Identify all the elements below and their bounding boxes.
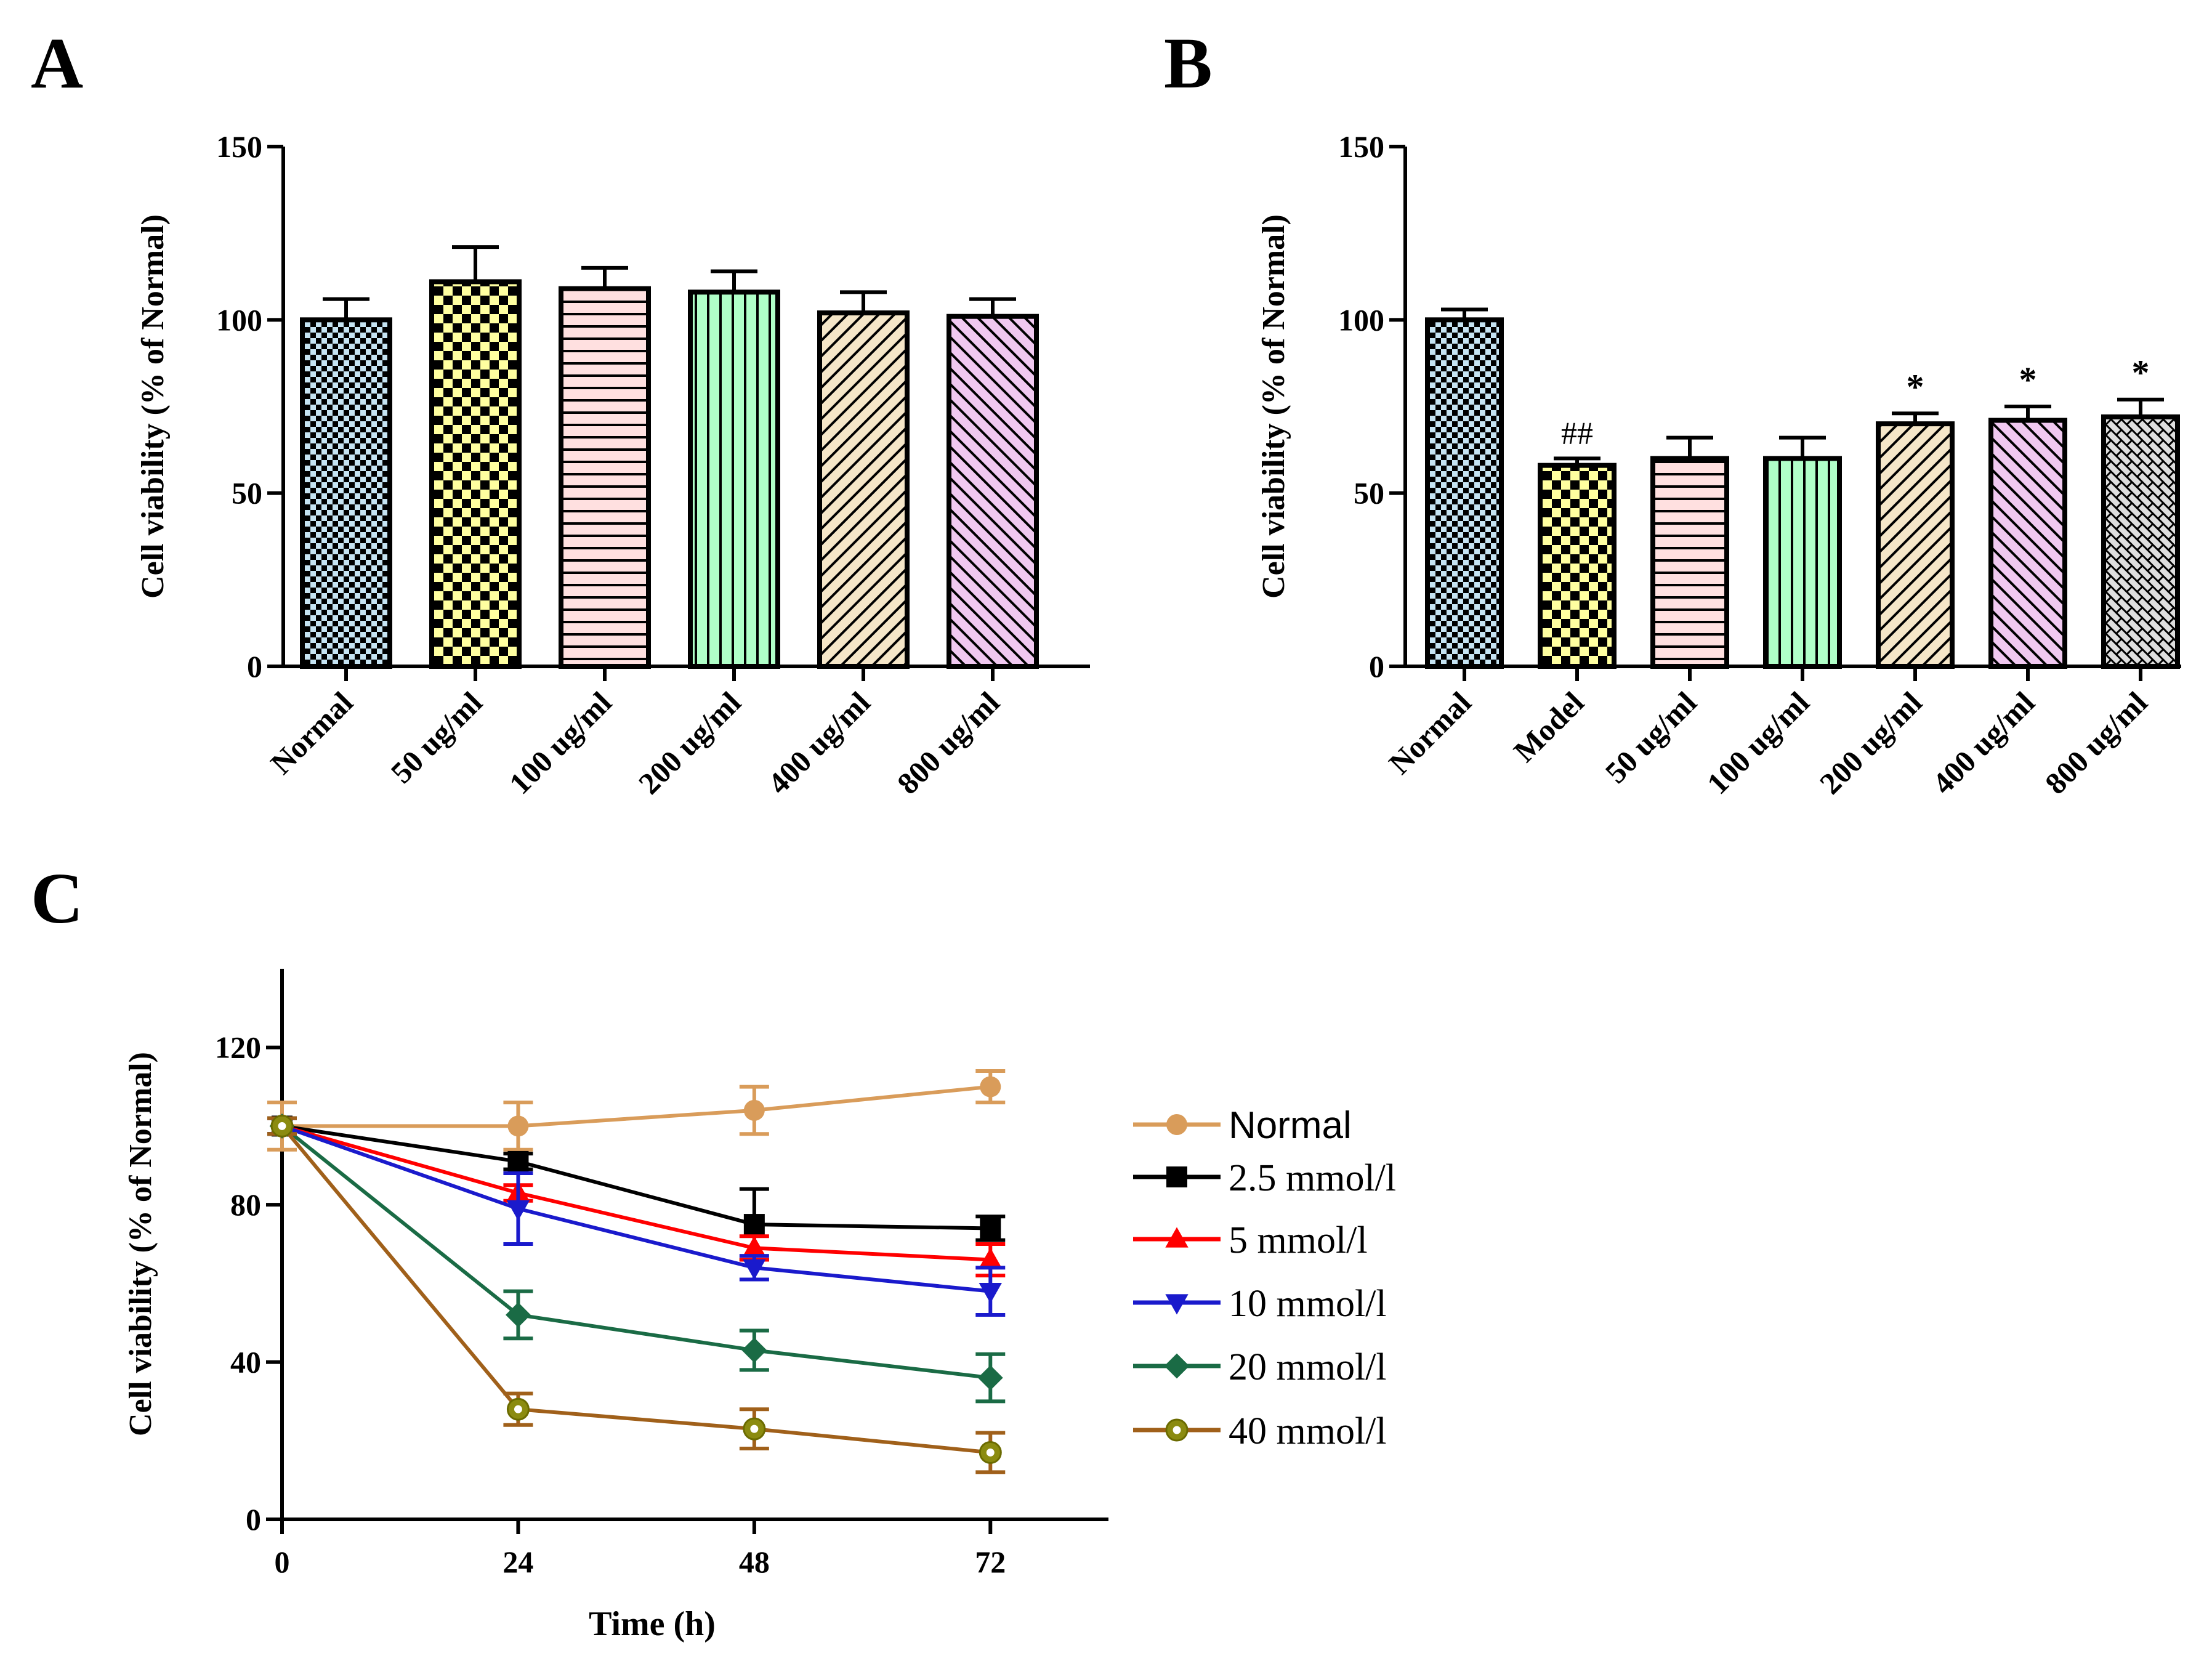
x-tick-label: 0	[275, 1545, 290, 1579]
bar	[1763, 456, 1842, 669]
data-point	[979, 1283, 1002, 1304]
series-line	[281, 1125, 991, 1380]
data-point	[1165, 1294, 1189, 1315]
y-tick-label: 150	[1338, 129, 1384, 164]
category-label: 400 ug/ml	[761, 685, 877, 801]
y-tick-label: 0	[246, 1502, 261, 1537]
legend: Normal 2.5 mmol/l 5 mmol/l 10 mmol/l 20 mmol…	[1133, 1104, 1396, 1452]
bar	[559, 286, 651, 669]
series-line	[281, 1124, 991, 1293]
bar	[300, 317, 392, 669]
y-tick-label: 150	[216, 129, 262, 164]
category-label: 800 ug/ml	[2038, 685, 2154, 801]
data-point	[1166, 1114, 1187, 1135]
significance-mark: *	[1907, 366, 1924, 406]
legend-label: 10 mmol/l	[1229, 1283, 1387, 1325]
data-point	[507, 1150, 529, 1172]
y-tick-label: 100	[216, 302, 262, 337]
category-label: 400 ug/ml	[1926, 685, 2041, 801]
category-label: 50 ug/ml	[384, 685, 489, 790]
data-point-center	[750, 1425, 759, 1433]
x-tick-label: 72	[975, 1545, 1006, 1579]
bar	[1876, 421, 1955, 669]
data-point-center	[278, 1122, 286, 1130]
category-label: 200 ug/ml	[632, 685, 748, 801]
y-tick-label: 100	[1338, 302, 1384, 337]
data-point	[1165, 1227, 1189, 1248]
data-point	[743, 1235, 766, 1256]
category-label: 100 ug/ml	[503, 685, 618, 801]
y-tick-label: 50	[1354, 476, 1384, 511]
data-point	[506, 1302, 531, 1328]
data-point-center	[986, 1448, 995, 1457]
bar	[2101, 414, 2180, 669]
category-label: 50 ug/ml	[1599, 685, 1703, 790]
panel-b-label: B	[1164, 23, 1213, 103]
y-tick-label: 0	[1369, 649, 1384, 684]
legend-label: 40 mmol/l	[1229, 1410, 1387, 1452]
y-tick-label: 0	[247, 649, 262, 684]
y-tick-label: 40	[230, 1345, 261, 1380]
data-point	[980, 1218, 1001, 1239]
x-tick-label: 24	[503, 1545, 533, 1579]
chart-a-viability-bars: 0 50 100 150 Cell viability (% of Normal) Nor…	[135, 129, 1090, 801]
data-point	[743, 1214, 765, 1235]
category-label: 800 ug/ml	[890, 685, 1006, 801]
bar	[688, 289, 780, 669]
data-point	[507, 1115, 529, 1137]
y-axis-label: Cell viability (% of Normal)	[123, 1052, 158, 1436]
data-point	[980, 1076, 1001, 1097]
category-label: 100 ug/ml	[1700, 685, 1816, 801]
series-normal	[267, 1069, 1006, 1152]
category-label: Normal	[264, 685, 360, 781]
series-line	[280, 1125, 991, 1455]
data-point	[979, 1247, 1002, 1269]
significance-mark: *	[2132, 353, 2150, 393]
significance-mark: ##	[1561, 416, 1593, 451]
data-point	[743, 1259, 766, 1280]
y-tick-label: 80	[230, 1187, 261, 1222]
data-point	[743, 1099, 765, 1121]
chart-c-viability-time: 0 40 80 120 0 24 48 72 Cell viability (% of Norm…	[123, 969, 1396, 1643]
y-tick-label: 50	[232, 476, 262, 511]
series-40-mmol-l	[267, 1114, 1006, 1474]
data-point-center	[514, 1405, 522, 1413]
category-label: 200 ug/ml	[1813, 685, 1929, 801]
legend-label: 5 mmol/l	[1229, 1219, 1368, 1261]
bar	[947, 313, 1039, 669]
series-line	[282, 1085, 991, 1128]
bar	[1650, 456, 1729, 669]
data-point-center	[1173, 1426, 1181, 1434]
bar	[817, 310, 910, 669]
legend-label: Normal	[1229, 1104, 1352, 1147]
category-label: Model	[1507, 685, 1591, 769]
significance-mark: *	[2019, 360, 2037, 400]
series-20-mmol-l	[267, 1113, 1006, 1404]
legend-label: 2.5 mmol/l	[1229, 1157, 1396, 1199]
data-point	[977, 1365, 1003, 1391]
x-axis-label: Time (h)	[589, 1605, 716, 1643]
series-10-mmol-l	[267, 1116, 1006, 1317]
bar	[1538, 463, 1617, 669]
panel-c-label: C	[31, 858, 83, 939]
legend-label: 20 mmol/l	[1229, 1346, 1387, 1388]
y-axis-label: Cell viability (% of Normal)	[1256, 214, 1291, 599]
chart-b-viability-bars: 0 50 100 150 Cell viability (% of Normal) Nor…	[1256, 129, 2181, 801]
panel-a-label: A	[31, 23, 83, 103]
data-point	[1164, 1353, 1190, 1379]
series-line	[281, 1124, 991, 1262]
y-tick-label: 120	[215, 1030, 261, 1065]
bar	[429, 279, 522, 669]
data-point	[506, 1200, 530, 1221]
data-point	[1166, 1166, 1187, 1187]
bar	[1988, 418, 2067, 669]
y-axis-label: Cell viability (% of Normal)	[135, 214, 171, 599]
category-label: Normal	[1382, 685, 1478, 781]
x-tick-label: 48	[739, 1545, 770, 1579]
data-point	[741, 1338, 767, 1363]
bar	[1425, 317, 1504, 669]
series-line	[281, 1124, 991, 1231]
